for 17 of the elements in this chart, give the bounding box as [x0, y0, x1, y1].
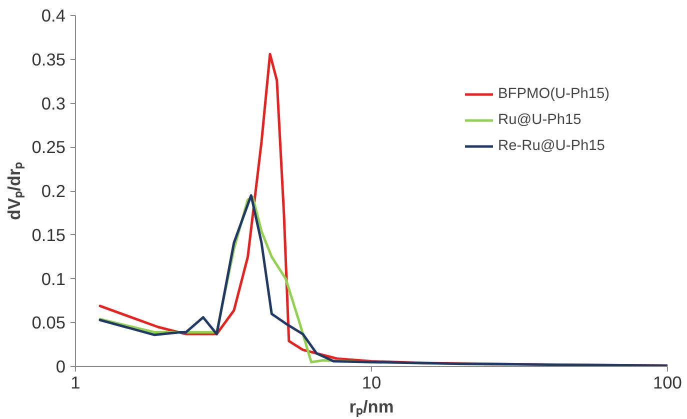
legend-label: BFPMO(U-Ph15) [498, 86, 610, 102]
y-tick-label: 0.05 [32, 312, 66, 333]
y-tick-label: 0.3 [41, 93, 66, 114]
y-tick-label: 0 [56, 356, 66, 376]
x-tick-label: 10 [362, 372, 382, 392]
y-tick-label: 0.2 [41, 181, 66, 201]
legend-label: Ru@U-Ph15 [498, 112, 582, 128]
x-axis-title: rₚ/nm [349, 396, 394, 418]
y-tick-label: 0.35 [32, 49, 66, 70]
x-tick-label: 100 [653, 372, 682, 392]
legend-label: Re-Ru@U-Ph15 [498, 138, 605, 154]
x-tick-label: 1 [70, 372, 80, 392]
y-axis-title: dVₚ/drₚ [4, 162, 25, 220]
y-tick-label: 0.4 [41, 6, 66, 26]
y-tick-label: 0.25 [32, 137, 66, 158]
y-tick-label: 0.1 [41, 268, 66, 289]
y-tick-label: 0.15 [32, 224, 66, 245]
